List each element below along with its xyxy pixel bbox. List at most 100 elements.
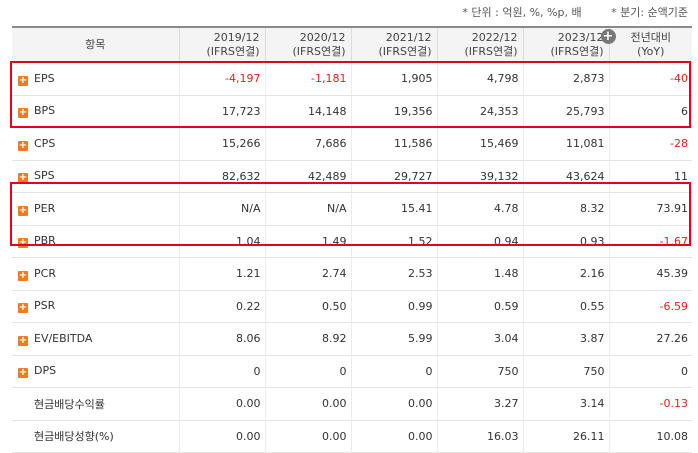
- row-label: PSR: [34, 299, 56, 313]
- table-row: 현금배당수익률 0.00 0.00 0.00 3.27 3.14 -0.13: [12, 387, 692, 421]
- add-period-icon[interactable]: +: [600, 29, 616, 44]
- header-period-2022: 2022/12 (IFRS연결): [436, 26, 523, 63]
- header-year: 2020/12: [299, 31, 346, 44]
- header-yoy: 전년대비 (YoY): [608, 26, 692, 63]
- row-label-cell[interactable]: + SPS: [12, 160, 179, 193]
- row-label: 현금배당수익률: [34, 397, 105, 411]
- expand-plus-icon[interactable]: +: [18, 237, 28, 249]
- row-label: EPS: [34, 71, 55, 85]
- value-cell: 750: [436, 355, 523, 388]
- value-cell: 39,132: [436, 160, 523, 193]
- value-cell: 29,727: [350, 160, 437, 193]
- yoy-cell: 0: [608, 355, 692, 388]
- value-cell: 15,469: [436, 127, 523, 161]
- header-year: 2023/12: [557, 31, 604, 44]
- value-cell: 14,148: [264, 95, 351, 128]
- value-cell: 1,905: [350, 62, 437, 96]
- header-yoy-sub: (YoY): [637, 45, 665, 58]
- value-cell: 0.00: [178, 387, 265, 421]
- value-cell: 5.99: [350, 322, 437, 356]
- value-cell: 2,873: [522, 62, 609, 96]
- value-cell: 0.55: [522, 290, 609, 323]
- yoy-cell: 10.08: [608, 420, 692, 453]
- header-basis: (IFRS연결): [464, 45, 518, 58]
- table-row: + PER N/A N/A 15.41 4.78 8.32 73.91: [12, 192, 692, 226]
- value-cell: 7,686: [264, 127, 351, 161]
- expand-plus-icon[interactable]: +: [18, 334, 28, 346]
- value-cell: 0.00: [350, 387, 437, 421]
- value-cell: 0: [178, 355, 265, 388]
- value-cell: 4,798: [436, 62, 523, 96]
- row-label-cell[interactable]: + BPS: [12, 95, 179, 128]
- row-label-cell[interactable]: + PSR: [12, 290, 179, 323]
- yoy-cell: -1.67: [608, 225, 692, 258]
- expand-plus-icon[interactable]: +: [18, 367, 28, 379]
- expand-plus-icon[interactable]: +: [18, 74, 28, 86]
- value-cell: 0.93: [522, 225, 609, 258]
- table-header-row: 항목 2019/12 (IFRS연결) 2020/12 (IFRS연결) 202…: [12, 26, 692, 63]
- value-cell: 0: [350, 355, 437, 388]
- yoy-cell: 73.91: [608, 192, 692, 226]
- table-row: 현금배당성향(%) 0.00 0.00 0.00 16.03 26.11 10.08: [12, 420, 692, 453]
- row-label-cell: 현금배당수익률: [12, 387, 179, 421]
- row-label-cell[interactable]: + PBR: [12, 225, 179, 258]
- expand-plus-icon[interactable]: +: [18, 302, 28, 314]
- row-label-cell[interactable]: + CPS: [12, 127, 179, 161]
- yoy-cell: -28: [608, 127, 692, 161]
- value-cell: 4.78: [436, 192, 523, 226]
- row-label-cell: 현금배당성향(%): [12, 420, 179, 453]
- value-cell: 11,586: [350, 127, 437, 161]
- header-basis: (IFRS연결): [378, 45, 432, 58]
- row-label-cell[interactable]: + DPS: [12, 355, 179, 388]
- expand-plus-icon[interactable]: +: [18, 172, 28, 184]
- yoy-cell: 45.39: [608, 257, 692, 291]
- value-cell: 3.04: [436, 322, 523, 356]
- value-cell: 3.27: [436, 387, 523, 421]
- expand-plus-icon[interactable]: +: [18, 107, 28, 119]
- expand-plus-icon[interactable]: +: [18, 269, 28, 281]
- table-row: + PSR 0.22 0.50 0.99 0.59 0.55 -6.59: [12, 290, 692, 323]
- row-label-cell[interactable]: + PER: [12, 192, 179, 226]
- row-label: DPS: [34, 364, 57, 378]
- value-cell: 1.48: [436, 257, 523, 291]
- row-label-cell[interactable]: + EV/EBITDA: [12, 322, 179, 356]
- header-period-2020: 2020/12 (IFRS연결): [264, 26, 351, 63]
- value-cell: 19,356: [350, 95, 437, 128]
- value-cell: 2.74: [264, 257, 351, 291]
- header-period-2019: 2019/12 (IFRS연결): [178, 26, 265, 63]
- yoy-cell: 27.26: [608, 322, 692, 356]
- value-cell: 15,266: [178, 127, 265, 161]
- row-label: 현금배당성향(%): [34, 430, 114, 444]
- value-cell: 2.16: [522, 257, 609, 291]
- yoy-cell: 6: [608, 95, 692, 128]
- value-cell: 0.00: [264, 420, 351, 453]
- value-cell: 0.00: [350, 420, 437, 453]
- value-cell: 43,624: [522, 160, 609, 193]
- value-cell: 26.11: [522, 420, 609, 453]
- row-label-cell[interactable]: + EPS: [12, 62, 179, 96]
- header-yoy-label: 전년대비: [630, 31, 671, 44]
- value-cell: 17,723: [178, 95, 265, 128]
- table-row: + DPS 0 0 0 750 750 0: [12, 355, 692, 388]
- value-cell: N/A: [178, 192, 265, 226]
- unit-note: * 단위 : 억원, %, %p, 배: [462, 6, 582, 19]
- value-cell: 0: [264, 355, 351, 388]
- value-cell: 8.06: [178, 322, 265, 356]
- value-cell: 0.99: [350, 290, 437, 323]
- expand-plus-icon[interactable]: +: [18, 139, 28, 151]
- value-cell: 25,793: [522, 95, 609, 128]
- table-row: + SPS 82,632 42,489 29,727 39,132 43,624 11: [12, 160, 692, 193]
- value-cell: 750: [522, 355, 609, 388]
- header-item: 항목: [12, 26, 179, 63]
- value-cell: 11,081: [522, 127, 609, 161]
- value-cell: 8.92: [264, 322, 351, 356]
- header-period-2023: 2023/12 (IFRS연결) +: [522, 26, 616, 63]
- row-label-cell[interactable]: + PCR: [12, 257, 179, 291]
- value-cell: 8.32: [522, 192, 609, 226]
- unit-notes: * 단위 : 억원, %, %p, 배 * 분기: 순액기준: [436, 4, 688, 20]
- row-label: EV/EBITDA: [34, 331, 93, 345]
- header-year: 2022/12: [471, 31, 518, 44]
- value-cell: 0.50: [264, 290, 351, 323]
- value-cell: 1.21: [178, 257, 265, 291]
- expand-plus-icon[interactable]: +: [18, 204, 28, 216]
